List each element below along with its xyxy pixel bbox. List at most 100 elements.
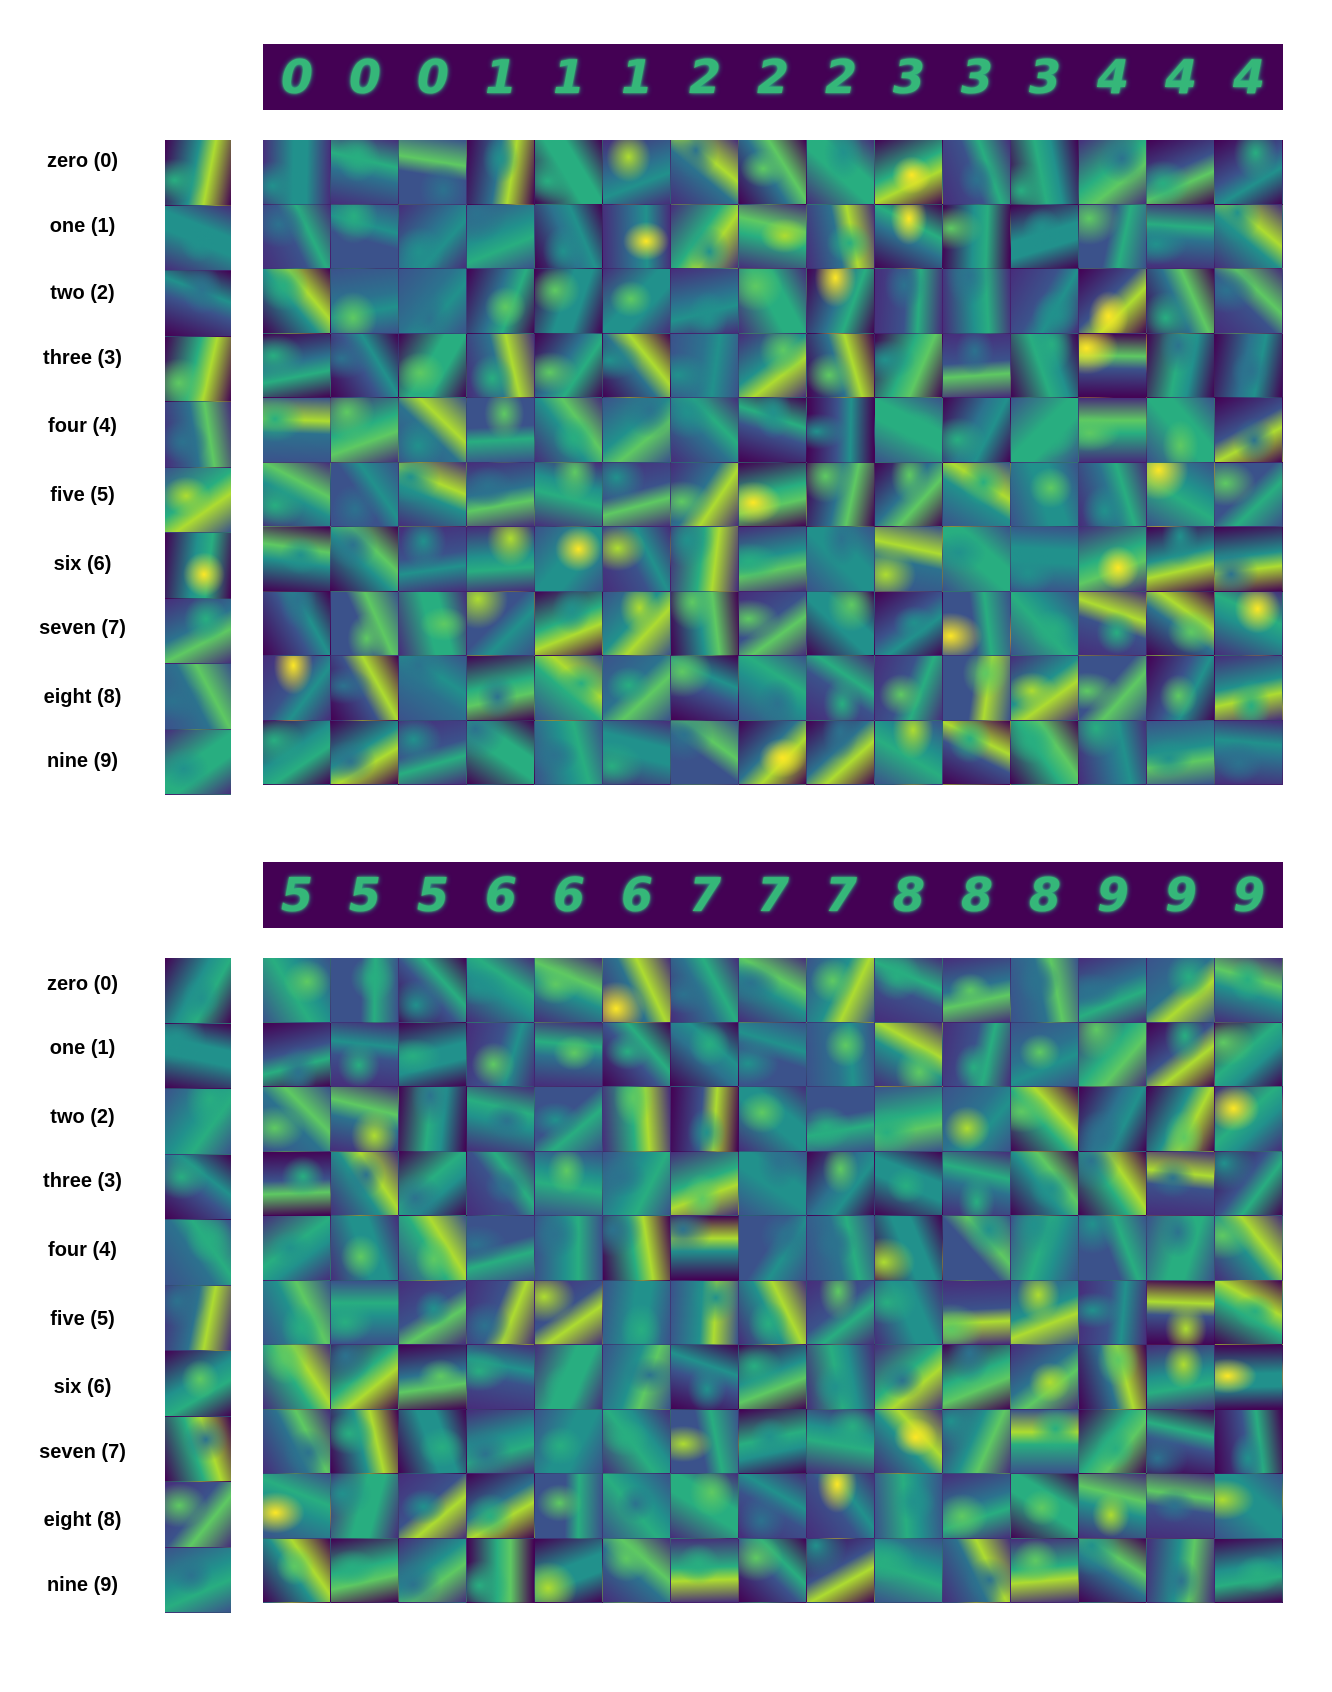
heatmap-tile — [1079, 1409, 1147, 1474]
heatmap-tile — [1215, 527, 1283, 592]
heatmap-tile — [1079, 269, 1147, 334]
row-label: eight (8) — [43, 686, 122, 708]
prototype-column — [165, 140, 231, 795]
heatmap-tile — [943, 462, 1011, 527]
row-label: seven (7) — [39, 1441, 126, 1463]
heatmap-tile — [535, 1151, 603, 1216]
heatmap-tile — [1147, 656, 1215, 721]
heatmap-tile — [399, 656, 467, 721]
heatmap-tile — [603, 398, 671, 463]
heatmap-tile — [535, 140, 603, 205]
heatmap-tile — [331, 958, 399, 1023]
heatmap-tile — [943, 1280, 1011, 1345]
row-label: nine (9) — [46, 750, 119, 772]
heatmap-tile — [535, 462, 603, 527]
heatmap-tile — [671, 1345, 739, 1410]
prototype-tile — [165, 664, 231, 730]
heatmap-tile — [875, 1474, 943, 1539]
heatmap-grid — [263, 140, 1283, 785]
heatmap-tile — [1011, 140, 1079, 205]
heatmap-tile — [1215, 333, 1283, 398]
heatmap-tile — [263, 527, 331, 592]
heatmap-tile — [1215, 1216, 1283, 1281]
heatmap-tile — [1079, 1474, 1147, 1539]
heatmap-tile — [535, 656, 603, 721]
heatmap-tile — [875, 1345, 943, 1410]
prototype-tile — [165, 205, 231, 271]
heatmap-tile — [331, 656, 399, 721]
heatmap-tile — [671, 1022, 739, 1087]
digit-image: 1 — [552, 50, 585, 104]
heatmap-tile — [943, 1151, 1011, 1216]
heatmap-tile — [807, 140, 875, 205]
digit-image: 3 — [1028, 50, 1061, 104]
heatmap-tile — [943, 527, 1011, 592]
heatmap-tile — [331, 1151, 399, 1216]
heatmap-tile — [399, 1022, 467, 1087]
heatmap-tile — [1079, 720, 1147, 785]
heatmap-tile — [1079, 958, 1147, 1023]
heatmap-tile — [671, 1151, 739, 1216]
heatmap-tile — [603, 1345, 671, 1410]
heatmap-tile — [535, 1216, 603, 1281]
heatmap-tile — [603, 1022, 671, 1087]
heatmap-tile — [1215, 958, 1283, 1023]
heatmap-tile — [467, 1280, 535, 1345]
heatmap-tile — [1215, 204, 1283, 269]
heatmap-tile — [875, 462, 943, 527]
heatmap-tile — [263, 1087, 331, 1152]
heatmap-tile — [263, 1474, 331, 1539]
digit-image: 8 — [1028, 868, 1061, 922]
prototype-tile — [165, 402, 231, 468]
heatmap-tile — [1011, 269, 1079, 334]
heatmap-tile — [467, 204, 535, 269]
prototype-tile — [165, 729, 231, 795]
heatmap-tile — [1215, 1474, 1283, 1539]
heatmap-tile — [331, 1538, 399, 1603]
heatmap-tile — [535, 527, 603, 592]
heatmap-tile — [331, 720, 399, 785]
heatmap-tile — [807, 527, 875, 592]
heatmap-tile — [671, 1409, 739, 1474]
heatmap-tile — [535, 1409, 603, 1474]
heatmap-tile — [263, 204, 331, 269]
heatmap-tile — [739, 1409, 807, 1474]
heatmap-tile — [1079, 1538, 1147, 1603]
heatmap-tile — [467, 398, 535, 463]
heatmap-tile — [671, 527, 739, 592]
heatmap-tile — [807, 1474, 875, 1539]
heatmap-tile — [807, 720, 875, 785]
heatmap-tile — [603, 462, 671, 527]
digit-image: 6 — [620, 868, 653, 922]
heatmap-tile — [807, 1087, 875, 1152]
digit-image: 4 — [1096, 50, 1129, 104]
heatmap-tile — [739, 1345, 807, 1410]
heatmap-tile — [331, 1022, 399, 1087]
heatmap-tile — [331, 1409, 399, 1474]
prototype-tile — [165, 1023, 231, 1089]
heatmap-tile — [603, 527, 671, 592]
heatmap-tile — [875, 958, 943, 1023]
heatmap-tile — [1147, 1474, 1215, 1539]
heatmap-tile — [467, 1087, 535, 1152]
heatmap-tile — [467, 1151, 535, 1216]
heatmap-grid — [263, 958, 1283, 1603]
row-label: seven (7) — [39, 617, 126, 639]
heatmap-tile — [943, 1345, 1011, 1410]
heatmap-tile — [399, 1280, 467, 1345]
heatmap-tile — [535, 1345, 603, 1410]
heatmap-tile — [671, 462, 739, 527]
row-label: five (5) — [50, 484, 115, 506]
digit-image: 1 — [620, 50, 653, 104]
row-label: zero (0) — [46, 973, 119, 995]
heatmap-tile — [467, 1216, 535, 1281]
heatmap-tile — [399, 1345, 467, 1410]
heatmap-tile — [943, 1087, 1011, 1152]
heatmap-tile — [1011, 1151, 1079, 1216]
heatmap-tile — [671, 269, 739, 334]
heatmap-tile — [399, 1216, 467, 1281]
heatmap-tile — [807, 656, 875, 721]
heatmap-tile — [739, 333, 807, 398]
heatmap-tile — [467, 656, 535, 721]
heatmap-tile — [807, 958, 875, 1023]
